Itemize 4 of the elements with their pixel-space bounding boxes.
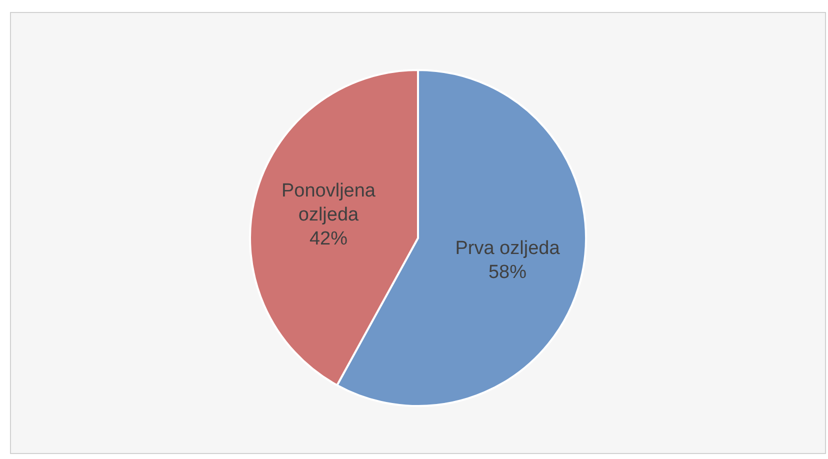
slice-label: Ponovljena ozljeda xyxy=(281,180,376,226)
data-label: 42% xyxy=(309,228,348,250)
slice-label: Prva ozljeda xyxy=(455,238,560,260)
data-label: 58% xyxy=(488,262,527,284)
